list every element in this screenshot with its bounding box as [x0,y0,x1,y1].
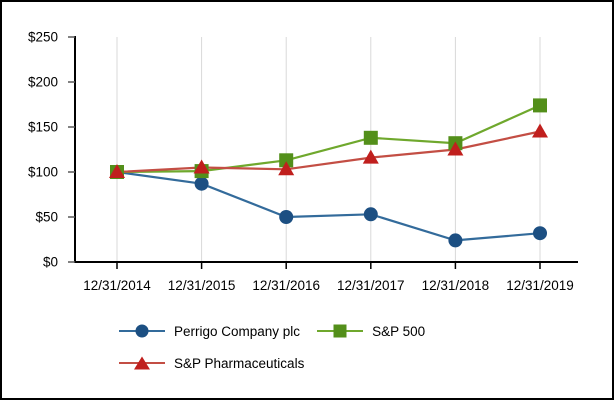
sp500-series-sample [317,324,364,339]
data-point-square [363,130,378,145]
legend-row: S&P Pharmaceuticals [119,355,612,371]
data-point-triangle [109,164,125,178]
y-tick-label: $100 [28,165,58,180]
data-point-triangle [362,149,379,164]
y-tick-label: $150 [28,120,58,135]
performance-line-chart: $0 $50 $100 $150 $200 $250 12/31/2014 12/31/201… [28,30,578,293]
data-point-square [279,153,294,168]
x-tick-label: 12/31/2015 [168,278,236,293]
data-point-triangle [193,159,210,174]
data-point-circle [194,176,209,191]
y-tick-label: $50 [35,210,58,225]
square-marker-icon [333,324,347,338]
triangle-marker-icon [134,356,150,370]
data-point-circle [448,233,463,248]
data-point-triangle [447,141,464,156]
data-point-triangle [532,123,548,138]
x-tick-label: 12/31/2018 [422,278,490,293]
legend-item-sp500: S&P 500 [317,324,425,339]
data-point-circle [279,210,294,224]
legend-row: Perrigo Company plc S&P 500 [119,323,612,339]
data-point-circle [363,207,378,222]
legend-label-sp-pharma: S&P Pharmaceuticals [174,355,305,371]
data-point-circle [533,226,547,241]
x-tick-label: 12/31/2016 [252,278,320,293]
x-tick-label: 12/31/2017 [337,278,405,293]
circle-marker-icon [135,324,149,338]
perrigo-series-sample [119,324,165,339]
series-line-s-p-pharmaceuticals [116,130,541,174]
x-tick-label: 12/31/2019 [506,278,574,293]
y-tick-label: $0 [43,255,58,270]
series-line-s-p-500 [116,104,541,174]
legend-item-perrigo: Perrigo Company plc [119,324,300,339]
y-tick-label: $200 [28,75,58,90]
chart-legend: Perrigo Company plc S&P 500 S&P Pharmace… [2,304,612,371]
legend-item-sp-pharma: S&P Pharmaceuticals [119,356,304,371]
legend-label-perrigo: Perrigo Company plc [174,323,301,339]
sp-pharma-series-sample [119,356,165,371]
x-tick-label: 12/31/2014 [83,278,151,293]
legend-label-sp500: S&P 500 [372,323,426,339]
y-tick-label: $250 [28,30,58,45]
data-point-triangle [278,161,295,176]
series-line-perrigo-company-plc [116,170,541,242]
data-point-square [533,98,547,113]
